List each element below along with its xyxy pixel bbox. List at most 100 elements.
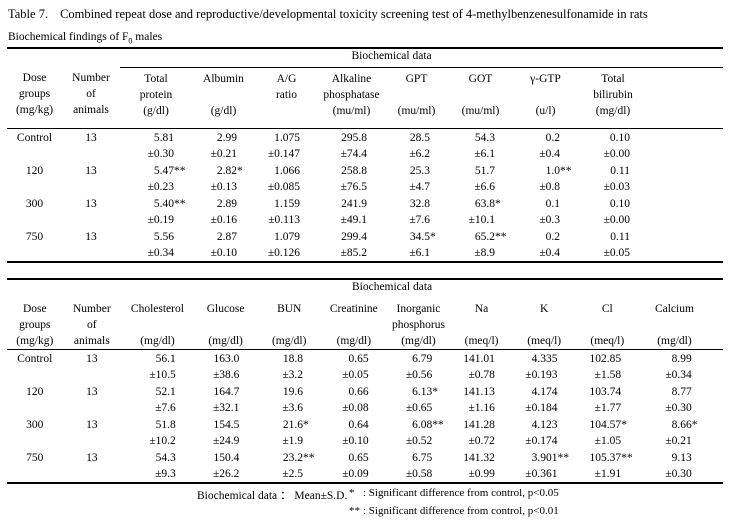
measurement-cell: 51.8 ±10.2 (121, 416, 194, 449)
header-line: protein (139, 88, 173, 101)
mean-value: 141.32 (463, 452, 495, 464)
measurement-cell: 2.87 ±0.10 (192, 228, 255, 262)
header-line (192, 87, 255, 103)
sd-value: ±0.361 (525, 468, 558, 480)
header-line: groups (18, 88, 51, 100)
header-line: Cl (601, 303, 613, 315)
header-line: (mg/dl) (595, 104, 631, 117)
measurement-cell: 4.123 ±0.174 (513, 416, 576, 449)
phantom-cell (710, 350, 723, 384)
mean-value: 241.9 (341, 197, 367, 210)
footnote-text: : Significant difference from control, p… (363, 505, 559, 517)
measurement-cell: 54.3 ±9.3 (121, 449, 194, 483)
table-title-text: Combined repeat dose and reproductive/de… (60, 7, 648, 21)
dose-group-row-control: Control 13 5.81 ±0.30 2.99 ±0.21 1.075 ±0.147 29… (7, 128, 723, 162)
phantom-cell (648, 162, 723, 195)
header-line: (g/dl) (143, 104, 169, 117)
mean-value: 4.174 (531, 386, 558, 398)
column-header: Cl (meq/l) (575, 298, 640, 350)
mean-value: 6.75 (412, 452, 433, 464)
column-header: A/G ratio (255, 67, 318, 129)
mean-value: 18.8 (282, 353, 304, 365)
sd-value: ±38.6 (212, 369, 240, 381)
header-line: Dose (22, 303, 47, 315)
sd-value: ±1.05 (594, 435, 622, 447)
sd-value: ±0.4 (539, 246, 560, 259)
sd-value: ±0.126 (267, 246, 300, 259)
dose-group-cell: 300 (25, 197, 44, 210)
header-line: phosphatase (323, 88, 380, 101)
mean-value: 52.1 (155, 386, 176, 398)
header-line: Inorganic (396, 303, 441, 315)
mean-value: 0.10 (609, 197, 630, 210)
dose-group-row-750: 750 13 5.56 ±0.34 2.87 ±0.10 1.079 ±0.126 299.4 ±… (7, 228, 723, 262)
mean-value: 6.08** (412, 419, 444, 431)
header-line: Cholesterol (130, 303, 184, 315)
mean-value: 105.37** (589, 452, 633, 464)
column-header: Number of animals (62, 298, 122, 350)
sd-value: ±0.05 (603, 246, 630, 259)
mean-value: 25.3 (409, 164, 430, 177)
sd-value: ±1.91 (594, 468, 622, 480)
sd-value: ±6.1 (474, 147, 495, 160)
mean-value: 54.3 (155, 452, 176, 464)
header-line: (mg/dl) (271, 335, 307, 347)
mean-value: 5.81 (153, 131, 174, 144)
sd-value: ±0.05 (342, 369, 369, 381)
measurement-cell: 6.79 ±0.56 (387, 350, 451, 384)
sd-value: ±0.8 (539, 180, 560, 193)
sd-value: ±49.1 (340, 213, 367, 226)
header-line: (mu/ml) (397, 104, 436, 117)
subtitle-subscript: 0 (128, 36, 133, 46)
sd-value: ±32.1 (212, 402, 240, 414)
measurement-cell: 5.47** ±0.23 (120, 162, 192, 195)
mean-value: 56.1 (155, 353, 176, 365)
mean-value: 4.335 (531, 353, 558, 365)
header-line: ratio (275, 88, 298, 101)
measurement-cell: 0.2 ±0.4 (513, 228, 578, 262)
mean-value: 0.11 (610, 230, 630, 243)
mean-value: 258.8 (341, 164, 367, 177)
mean-value: 2.82* (216, 164, 243, 177)
mean-value: 2.87 (216, 230, 237, 243)
measurement-cell: 258.8 ±76.5 (318, 162, 385, 195)
measurement-cell: 19.6 ±3.6 (257, 383, 321, 416)
header-line: Calcium (654, 303, 694, 315)
header-line: Glucose (206, 303, 245, 315)
animal-count-cell: 13 (85, 164, 97, 177)
dose-group-row-control: Control 13 56.1 ±10.5 163.0 ±38.6 18.8 ±3.2 0.65… (7, 350, 723, 384)
measurement-cell: 2.82* ±0.13 (192, 162, 255, 195)
mean-value: 299.4 (341, 230, 367, 243)
measurement-cell: 5.56 ±0.34 (120, 228, 192, 262)
mean-value: 5.56 (153, 230, 174, 243)
measurement-cell: 0.11 ±0.05 (578, 228, 648, 262)
phantom-header (709, 298, 723, 350)
measurement-cell: 103.74 ±1.77 (575, 383, 639, 416)
header-line: (meq/l) (464, 335, 499, 347)
sd-value: ±1.9 (282, 435, 304, 447)
sd-value: ±0.184 (525, 402, 558, 414)
measurement-cell: 21.6* ±1.9 (257, 416, 321, 449)
sd-value: ±0.56 (405, 369, 433, 381)
column-header-row: Dose groups (mg/kg) Number of animals Total pro… (7, 67, 724, 129)
measurement-cell: 1.159 ±0.113 (255, 195, 318, 228)
dose-group-cell: 300 (26, 419, 44, 431)
mean-value: 5.47** (153, 164, 186, 177)
sd-value: ±0.10 (210, 246, 237, 259)
column-header: Inorganic phosphorus (mg/dl) (386, 298, 451, 350)
sd-value: ±0.78 (468, 369, 495, 381)
measurement-cell: 295.8 ±74.4 (318, 128, 385, 162)
header-line (194, 317, 258, 333)
sd-value: ±6.2 (409, 147, 430, 160)
sd-value: ±0.21 (210, 147, 237, 160)
sd-value: ±0.147 (267, 147, 300, 160)
sd-value: ±0.00 (603, 147, 630, 160)
sd-value: ±1.16 (468, 402, 495, 414)
phantom-cell (710, 383, 723, 416)
sd-value: ±0.03 (603, 180, 630, 193)
serum-enzyme-biochemistry-table: Biochemical data Dose groups (mg/kg) Number o… (7, 47, 724, 263)
mean-value: 0.11 (610, 164, 630, 177)
mean-value: 164.7 (213, 386, 240, 398)
spanner-row: Biochemical data (7, 48, 724, 68)
measurement-cell: 51.7 ±6.6 (448, 162, 513, 195)
